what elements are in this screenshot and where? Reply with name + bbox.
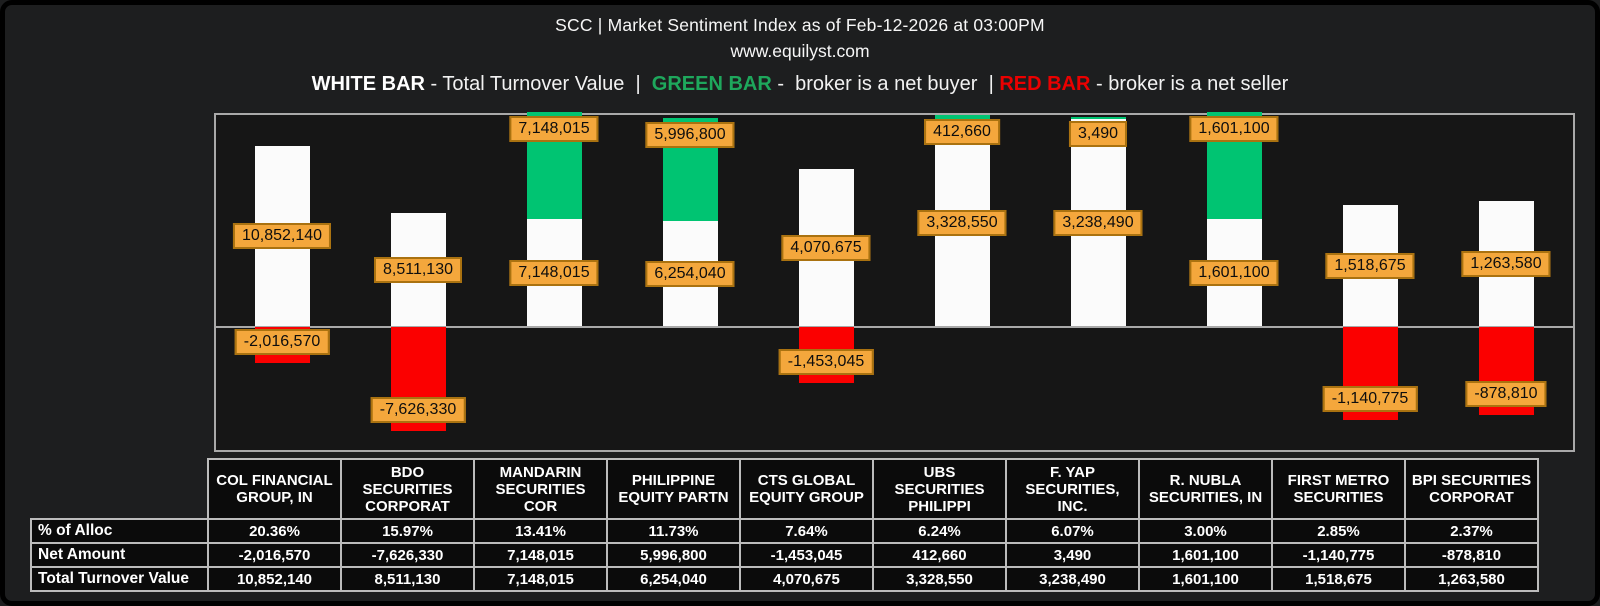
table-cell-net-amount: 5,996,800 [606,542,741,568]
table-cell-total-turnover-value: 6,254,040 [606,566,741,592]
table-cell-pct-of-alloc: 13.41% [473,518,608,544]
badge-total-turnover: 1,263,580 [1461,250,1551,277]
badge-net-amount: -1,453,045 [778,349,874,375]
badge-total-turnover: 6,254,040 [645,260,735,287]
badge-net-amount: 3,490 [1068,121,1128,147]
row-label-total-turnover-value: Total Turnover Value [30,566,209,592]
table-cell-total-turnover-value: 10,852,140 [207,566,342,592]
badge-total-turnover: 3,238,490 [1053,209,1143,236]
broker-column-header: BDO SECURITIES CORPORAT [340,458,475,520]
badge-total-turnover: 1,601,100 [1189,259,1279,286]
table-cell-pct-of-alloc: 3.00% [1138,518,1273,544]
table-cell-net-amount: -7,626,330 [340,542,475,568]
bar-net-buy [934,115,990,120]
table-cell-total-turnover-value: 8,511,130 [340,566,475,592]
table-cell-total-turnover-value: 3,328,550 [872,566,1007,592]
table-cell-net-amount: 7,148,015 [473,542,608,568]
table-cell-net-amount: 1,601,100 [1138,542,1273,568]
legend-part: - broker is a net seller [1090,73,1289,95]
broker-column-header: R. NUBLA SECURITIES, IN [1138,458,1273,520]
legend-part: WHITE BAR [311,73,425,95]
table-cell-net-amount: -1,140,775 [1271,542,1406,568]
table-header-row: COL FINANCIAL GROUP, IN BDO SECURITIES CO… [31,458,1539,520]
chart-title: SCC | Market Sentiment Index as of Feb-1… [555,15,1045,35]
table-cell-pct-of-alloc: 2.37% [1404,518,1539,544]
badge-total-turnover: 10,852,140 [232,223,332,249]
table-cell-net-amount: -1,453,045 [739,542,874,568]
table-cell-net-amount: -2,016,570 [207,542,342,568]
badge-net-amount: 5,996,800 [645,122,735,148]
badge-net-amount: 7,148,015 [509,116,599,142]
table-corner-blank [31,459,208,519]
badge-net-amount: -2,016,570 [234,329,330,355]
table-cell-total-turnover-value: 7,148,015 [473,566,608,592]
table-cell-pct-of-alloc: 7.64% [739,518,874,544]
table-cell-pct-of-alloc: 15.97% [340,518,475,544]
broker-column-header: F. YAP SECURITIES, INC. [1005,458,1140,520]
chart-legend: WHITE BAR - Total Turnover Value | GREEN… [0,73,1600,96]
broker-column-header: PHILIPPINE EQUITY PARTN [606,458,741,520]
table-cell-net-amount: 3,490 [1005,542,1140,568]
badge-net-amount: -878,810 [1465,381,1547,407]
badge-total-turnover: 7,148,015 [509,259,599,286]
table-cell-pct-of-alloc: 6.07% [1005,518,1140,544]
table-cell-pct-of-alloc: 11.73% [606,518,741,544]
badge-total-turnover: 1,518,675 [1325,252,1415,279]
broker-column-header: UBS SECURITIES PHILIPPI [872,458,1007,520]
website-url: www.equilyst.com [730,41,870,61]
broker-column-header: CTS GLOBAL EQUITY GROUP [739,458,874,520]
table-cell-pct-of-alloc: 6.24% [872,518,1007,544]
table-cell-net-amount: -878,810 [1404,542,1539,568]
table-row-total-turnover-value: Total Turnover Value 10,852,140 8,511,130 7… [30,566,1539,592]
table-cell-total-turnover-value: 4,070,675 [739,566,874,592]
badge-net-amount: -1,140,775 [1322,386,1418,412]
badge-net-amount: -7,626,330 [370,397,466,423]
badge-total-turnover: 3,328,550 [917,210,1007,236]
broker-column-header: BPI SECURITIES CORPORAT [1404,458,1539,520]
zero-axis-line [216,326,1573,328]
broker-data-table: COL FINANCIAL GROUP, IN BDO SECURITIES CO… [30,458,1539,592]
badge-total-turnover: 8,511,130 [374,256,462,283]
legend-part: - Total Turnover Value | [425,73,652,95]
legend-part: GREEN BAR [651,73,772,95]
legend-part: - broker is a net buyer | [771,73,1000,95]
broker-column-header: FIRST METRO SECURITIES [1271,458,1406,520]
table-cell-total-turnover-value: 3,238,490 [1005,566,1140,592]
table-cell-total-turnover-value: 1,601,100 [1138,566,1273,592]
table-cell-pct-of-alloc: 20.36% [207,518,342,544]
table-cell-total-turnover-value: 1,263,580 [1404,566,1539,592]
legend-part: RED BAR [999,73,1091,95]
broker-column-header: MANDARIN SECURITIES COR [473,458,608,520]
bar-net-buy [1070,117,1126,119]
table-cell-pct-of-alloc: 2.85% [1271,518,1406,544]
badge-net-amount: 1,601,100 [1189,116,1279,142]
table-cell-net-amount: 412,660 [872,542,1007,568]
row-label-pct-of-alloc: % of Alloc [30,518,209,544]
badge-total-turnover: 4,070,675 [781,234,871,261]
row-label-net-amount: Net Amount [30,542,209,568]
table-row-net-amount: Net Amount -2,016,570 -7,626,330 7,148,015 5… [30,542,1539,568]
broker-column-header: COL FINANCIAL GROUP, IN [207,458,342,520]
badge-net-amount: 412,660 [924,119,1000,145]
table-row-pct-of-alloc: % of Alloc 20.36% 15.97% 13.41% 11.73% 7.64% 6… [30,518,1539,544]
table-cell-total-turnover-value: 1,518,675 [1271,566,1406,592]
